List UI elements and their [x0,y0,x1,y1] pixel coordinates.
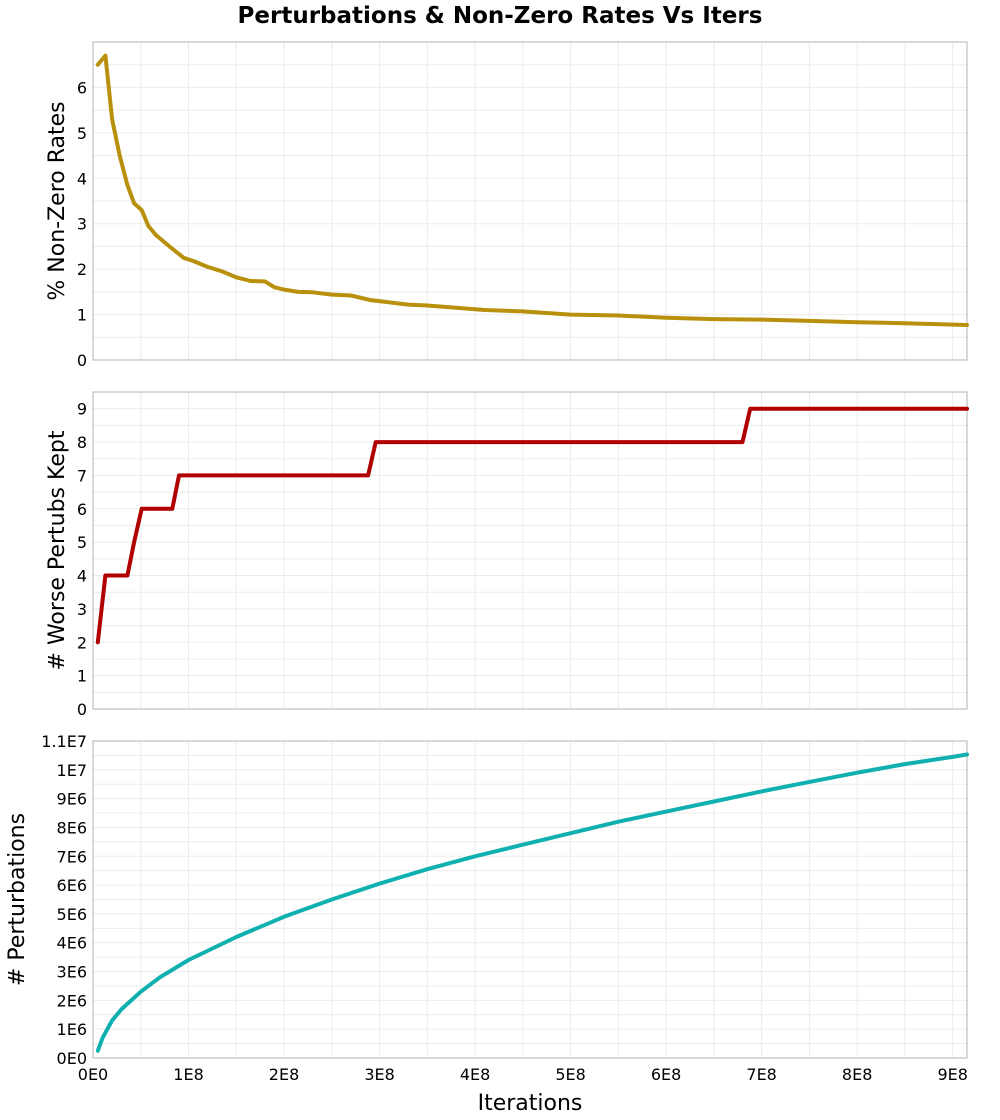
chart-title: Perturbations & Non-Zero Rates Vs Iters [238,3,763,29]
x-tick-label: 8E8 [842,1065,872,1084]
y-tick-label-perturbations: 7E6 [57,847,87,866]
x-tick-label: 3E8 [364,1065,394,1084]
y-tick-label-perturbations: 1E7 [57,761,87,780]
y-tick-label-perturbations: 2E6 [57,991,87,1010]
y-axis-label-perturbations: # Perturbations [5,813,30,986]
y-tick-label-nonzero-rates: 4 [77,169,87,188]
series-line-nonzero-rates [95,53,969,327]
panel-perturbations: 0E0 1E6 2E6 3E6 4E6 5E6 6E6 7E6 8E6 9E6 1E7 1.1E7 # … [5,732,969,1068]
y-tick-label-worse-perturbs: 3 [77,600,87,619]
y-tick-label-worse-perturbs: 9 [77,400,87,419]
y-tick-label-perturbations: 1.1E7 [41,732,87,751]
y-tick-label-perturbations: 0E0 [57,1049,87,1068]
x-tick-label: 9E8 [937,1065,967,1084]
x-tick-label: 4E8 [460,1065,490,1084]
panel-nonzero-rates: 0 1 2 3 4 5 6 % Non-Zero Rates [45,41,969,370]
y-tick-label-perturbations: 1E6 [57,1020,87,1039]
x-axis-label: Iterations [478,1091,583,1116]
y-axis-label-nonzero-rates: % Non-Zero Rates [45,101,70,300]
y-axis-label-worse-perturbs: # Worse Pertubs Kept [45,430,70,670]
plot-frame [92,391,968,710]
y-tick-label-perturbations: 9E6 [57,790,87,809]
y-tick-label-worse-perturbs: 8 [77,433,87,452]
series-line-perturbations [95,752,969,1053]
y-tick-label-worse-perturbs: 1 [77,667,87,686]
y-tick-label-worse-perturbs: 0 [77,700,87,719]
x-tick-label: 1E8 [173,1065,203,1084]
y-tick-label-perturbations: 5E6 [57,905,87,924]
plot-frame [92,740,968,1059]
y-tick-label-worse-perturbs: 5 [77,533,87,552]
series-line-worse-perturbs [95,406,969,645]
y-tick-label-perturbations: 6E6 [57,876,87,895]
y-tick-label-perturbations: 4E6 [57,934,87,953]
y-tick-label-worse-perturbs: 7 [77,466,87,485]
x-tick-label: 2E8 [269,1065,299,1084]
y-tick-label-nonzero-rates: 1 [77,306,87,325]
y-tick-label-nonzero-rates: 3 [77,215,87,234]
plot-frame [92,41,968,361]
x-tick-label: 0E0 [78,1065,108,1084]
y-tick-label-nonzero-rates: 2 [77,260,87,279]
y-tick-label-nonzero-rates: 6 [77,78,87,97]
y-tick-label-nonzero-rates: 0 [77,351,87,370]
panel-worse-perturbs: 0 1 2 3 4 5 6 7 8 9 # Worse Pertubs Kept [45,391,969,719]
x-tick-label: 5E8 [555,1065,585,1084]
y-tick-label-worse-perturbs: 4 [77,567,87,586]
x-tick-label: 7E8 [746,1065,776,1084]
x-tick-label: 6E8 [651,1065,681,1084]
y-tick-label-worse-perturbs: 2 [77,633,87,652]
y-tick-label-nonzero-rates: 5 [77,124,87,143]
y-tick-label-worse-perturbs: 6 [77,500,87,519]
y-tick-label-perturbations: 8E6 [57,818,87,837]
x-axis: 0E0 1E8 2E8 3E8 4E8 5E8 6E8 7E8 8E8 9E8 [78,1065,968,1084]
y-tick-label-perturbations: 3E6 [57,963,87,982]
